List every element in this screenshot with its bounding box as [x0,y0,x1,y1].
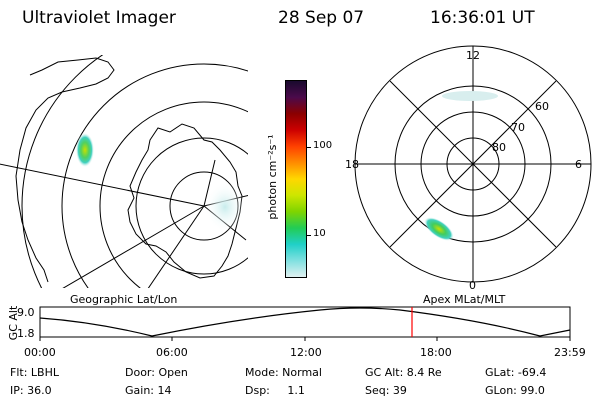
aurora-spot-geo [76,133,94,167]
mode-info: Mode: Normal [245,366,322,379]
colorbar-tick-mark [306,235,311,236]
colorbar-gradient [286,81,306,277]
colorbar [285,80,307,278]
gain-info: Gain: 14 [125,384,172,397]
mlt-label-18: 18 [345,158,359,171]
instrument-title: Ultraviolet Imager [22,8,176,28]
polar-mlt-line [389,80,557,248]
date-label: 28 Sep 07 [278,8,365,28]
polar-map-label: Apex MLat/MLT [423,293,506,306]
altitude-curve [39,307,571,337]
geo-map-label: Geographic Lat/Lon [70,293,178,306]
lat-circle [21,55,104,288]
coastline [21,221,49,283]
altitude-xtick-1800: 18:00 [420,346,452,359]
ip-info: IP: 36.0 [10,384,52,397]
filter-info: Flt: LBHL [10,366,59,379]
lat-circle [61,63,248,288]
altitude-xtick-0600: 06:00 [156,346,188,359]
colorbar-tick-10: 10 [313,228,326,239]
altitude-xtick-1200: 12:00 [290,346,322,359]
door-info: Door: Open [125,366,188,379]
glat-info: GLat: -69.4 [485,366,547,379]
altitude-ytick-high: 9.0 [17,306,35,319]
lat-label-60: 60 [535,100,549,113]
meridian-line [62,205,205,288]
colorbar-tick-100: 100 [313,140,333,151]
continent-outline [127,123,243,279]
time-label: 16:36:01 UT [430,8,535,28]
mlt-label-6: 6 [575,158,582,171]
mlt-label-0: 0 [469,279,476,292]
seq-info: Seq: 39 [365,384,407,397]
coastline [15,57,115,223]
mlt-label-12: 12 [466,49,480,62]
aurora-spot-polar [424,217,454,241]
gc-alt-info: GC Alt: 8.4 Re [365,366,442,379]
meridian-line [147,205,205,288]
lat-label-80: 80 [492,141,506,154]
altitude-xtick-0000: 00:00 [24,346,56,359]
glon-info: GLon: 99.0 [485,384,545,397]
altitude-xtick-2359: 23:59 [554,346,586,359]
dsp-info: Dsp: 1.1 [245,384,305,397]
lat-circle [99,101,248,288]
lat-label-70: 70 [511,121,525,134]
lat-circle [135,137,248,275]
altitude-ytick-low: 1.8 [17,327,35,340]
polar-haze [442,91,498,101]
colorbar-tick-mark [306,147,311,148]
map-haze [205,182,245,232]
